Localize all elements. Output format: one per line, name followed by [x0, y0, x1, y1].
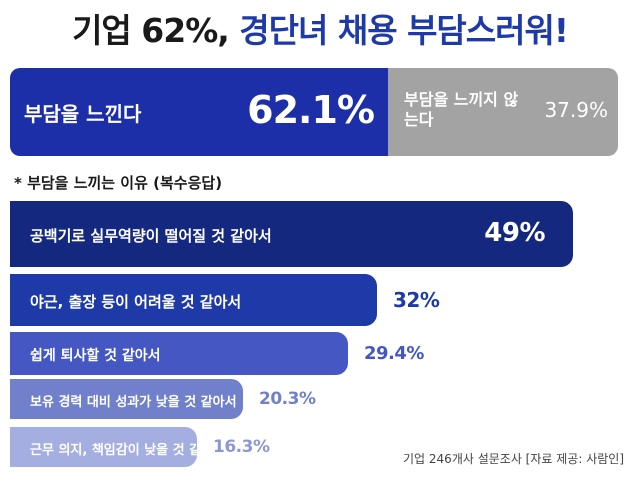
reason-value: 20.3%: [259, 389, 316, 409]
reason-bar: [10, 274, 377, 326]
reason-bar: [10, 379, 243, 419]
reason-value: 49%: [484, 218, 545, 248]
title-part2: 경단녀 채용 부담스러워!: [239, 11, 569, 50]
reason-bar: [10, 427, 197, 467]
title-part1: 기업 62%,: [72, 11, 230, 50]
reason-row: 보유 경력 대비 성과가 낮을 것 같아서 20.3%: [10, 379, 630, 419]
reasons-subtitle: * 부담을 느끼는 이유 (복수응답): [14, 174, 223, 192]
page-title: 기업 62%, 경단녀 채용 부담스러워!: [0, 4, 640, 52]
reason-row: 근무 의지, 책임감이 낮을 것 같아서 16.3%: [10, 427, 630, 467]
reason-label: 공백기로 실무역량이 떨어질 것 같아서: [30, 227, 272, 245]
reason-label: 야근, 출장 등이 어려울 것 같아서: [30, 293, 242, 311]
burden-no-label: 부담을 느끼지 않는다: [404, 90, 519, 129]
burden-yes-label: 부담을 느낀다: [24, 102, 142, 126]
burden-split-bar: 부담을 느낀다 62.1% 부담을 느끼지 않는다 37.9%: [10, 68, 618, 156]
reason-row: 공백기로 실무역량이 떨어질 것 같아서 49%: [10, 201, 630, 267]
reason-value: 29.4%: [364, 343, 424, 364]
reason-bar: [10, 201, 573, 267]
reason-row: 쉽게 퇴사할 것 같아서 29.4%: [10, 332, 630, 375]
reason-row: 야근, 출장 등이 어려울 것 같아서 32%: [10, 274, 630, 326]
reason-value: 16.3%: [213, 437, 270, 457]
reason-label: 보유 경력 대비 성과가 낮을 것 같아서: [30, 395, 237, 410]
reason-bar: [10, 332, 348, 375]
burden-no-value: 37.9%: [544, 98, 608, 122]
reason-label: 쉽게 퇴사할 것 같아서: [30, 348, 161, 364]
reason-label: 근무 의지, 책임감이 낮을 것 같아서: [30, 443, 226, 458]
reason-value: 32%: [393, 288, 440, 312]
burden-yes-segment: 부담을 느낀다 62.1%: [10, 68, 388, 156]
source-note: 기업 246개사 설문조사 [자료 제공: 사람인]: [403, 452, 624, 466]
burden-yes-value: 62.1%: [247, 88, 375, 132]
burden-no-segment: 부담을 느끼지 않는다 37.9%: [388, 68, 618, 156]
